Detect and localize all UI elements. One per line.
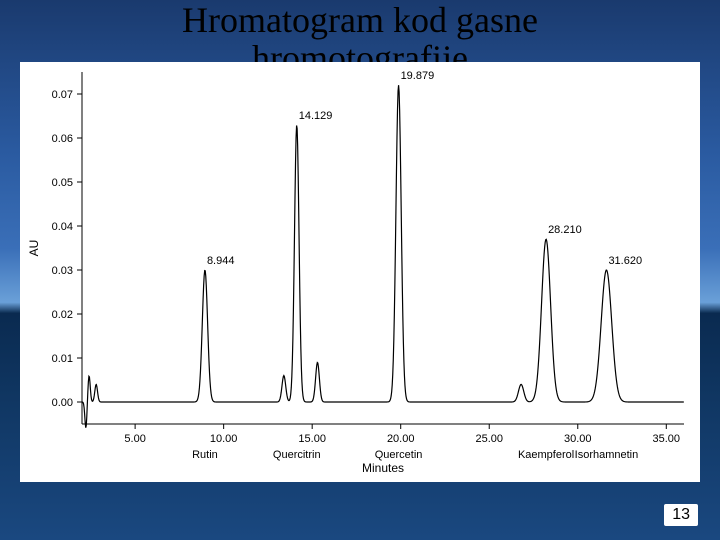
svg-text:31.620: 31.620 <box>608 255 642 267</box>
slide: Hromatogram kod gasne hromotografije 0.0… <box>0 0 720 540</box>
svg-text:0.04: 0.04 <box>52 221 73 233</box>
svg-text:14.129: 14.129 <box>299 110 333 122</box>
svg-text:Kaempferol: Kaempferol <box>518 449 574 461</box>
chromatogram-svg: 0.00 0.01 0.02 0.03 0.04 0.05 0.06 0.07 5.00 10.0… <box>20 62 700 482</box>
svg-text:AU: AU <box>27 240 41 257</box>
svg-text:28.210: 28.210 <box>548 224 582 236</box>
svg-text:0.01: 0.01 <box>52 353 73 365</box>
slide-number: 13 <box>664 504 698 526</box>
svg-text:5.00: 5.00 <box>124 433 145 445</box>
svg-text:19.879: 19.879 <box>401 70 435 82</box>
svg-text:0.00: 0.00 <box>52 397 73 409</box>
svg-text:20.00: 20.00 <box>387 433 415 445</box>
svg-text:15.00: 15.00 <box>298 433 326 445</box>
svg-text:Quercetin: Quercetin <box>375 449 423 461</box>
svg-text:Isorhamnetin: Isorhamnetin <box>575 449 639 461</box>
svg-text:25.00: 25.00 <box>475 433 503 445</box>
svg-text:10.00: 10.00 <box>210 433 238 445</box>
svg-text:0.03: 0.03 <box>52 265 73 277</box>
svg-text:0.05: 0.05 <box>52 177 73 189</box>
svg-text:8.944: 8.944 <box>207 255 235 267</box>
svg-text:30.00: 30.00 <box>564 433 592 445</box>
svg-text:Minutes: Minutes <box>362 461 404 475</box>
svg-text:0.06: 0.06 <box>52 133 73 145</box>
chromatogram-chart: 0.00 0.01 0.02 0.03 0.04 0.05 0.06 0.07 5.00 10.0… <box>20 62 700 482</box>
svg-text:0.02: 0.02 <box>52 309 73 321</box>
title-line-1: Hromatogram kod gasne <box>182 0 538 40</box>
svg-text:Rutin: Rutin <box>192 449 218 461</box>
svg-text:35.00: 35.00 <box>653 433 681 445</box>
svg-text:0.07: 0.07 <box>52 89 73 101</box>
svg-text:Quercitrin: Quercitrin <box>273 449 321 461</box>
